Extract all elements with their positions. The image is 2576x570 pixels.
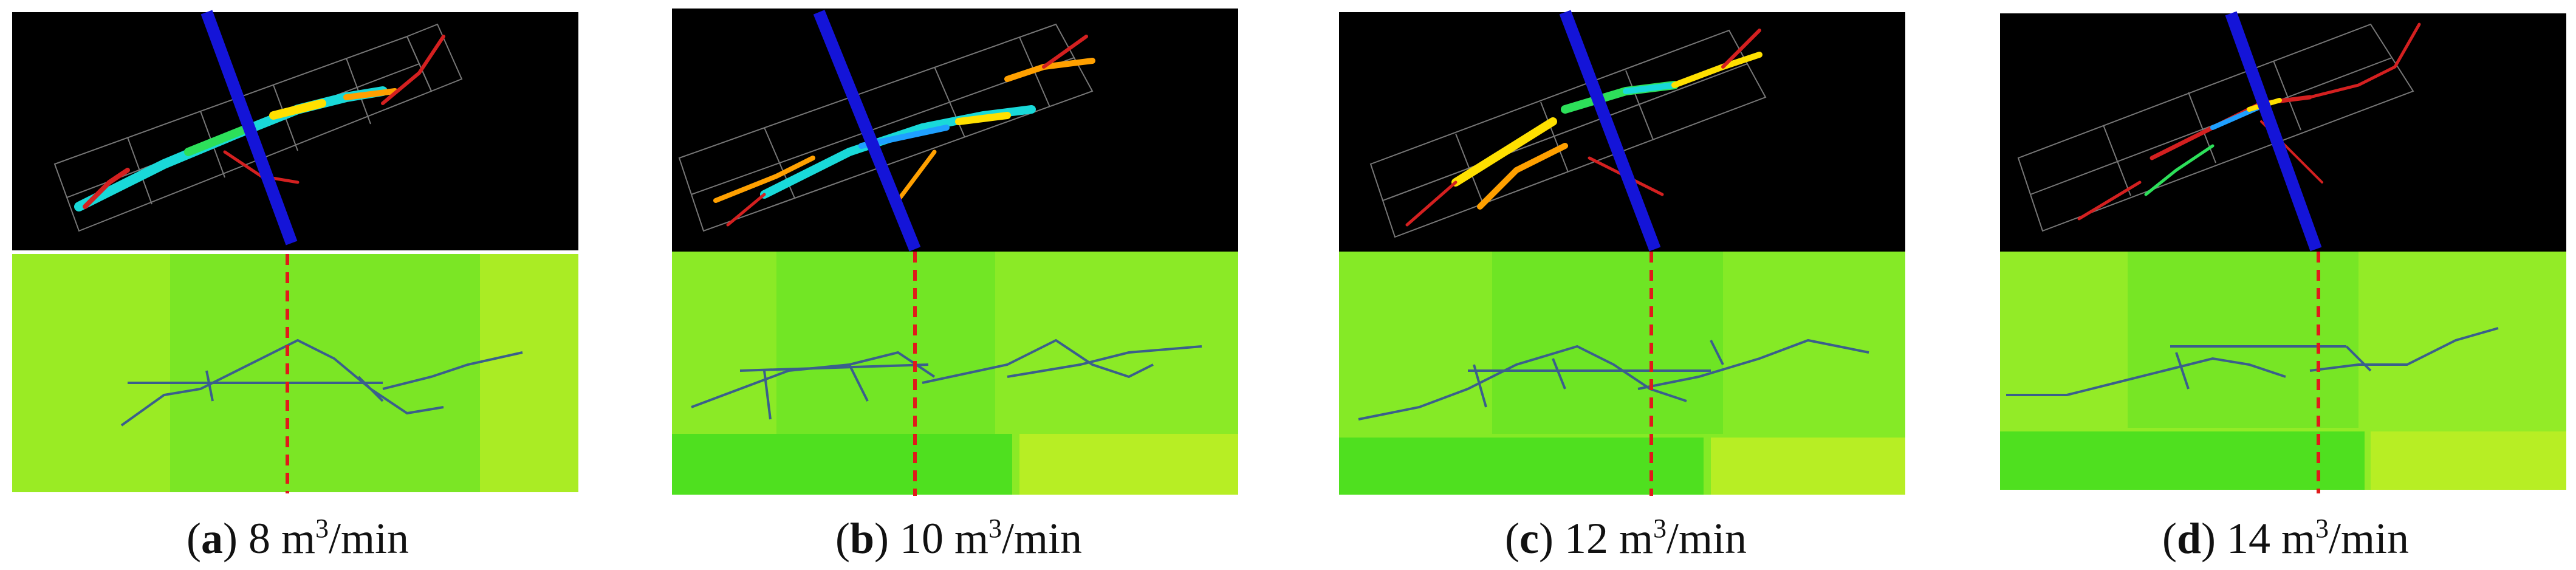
panel-c-fracture-network-3d: [1405, 29, 1762, 227]
panel-c-bounding-grid: [1369, 29, 1767, 238]
panel-d-figure: [2000, 11, 2566, 493]
panel-d: (d) 14 m3/min: [1994, 0, 2576, 570]
panel-a-fracture-traces: [120, 338, 523, 427]
panel-c: (c) 12 m3/min: [1334, 0, 1917, 570]
panel-c-3d-view: [1339, 12, 1905, 252]
panel-a-wellbore: [200, 10, 298, 246]
panel-a-figure: [12, 10, 578, 493]
panel-c-wellbore: [1559, 10, 1661, 252]
panel-b: (b) 10 m3/min: [667, 0, 1250, 570]
panel-b-fracture-network-3d: [713, 35, 1095, 227]
panel-b-fracture-traces: [691, 338, 1202, 420]
panel-a-3d-view: [12, 12, 578, 250]
panel-a-caption: (a) 8 m3/min: [187, 513, 409, 563]
panel-d-fracture-network-3d: [2077, 22, 2421, 221]
panel-a: (a) 8 m3/min: [6, 0, 589, 570]
panel-d-caption: (d) 14 m3/min: [2162, 513, 2410, 563]
panel-b-figure: [672, 9, 1238, 496]
panel-c-caption: (c) 12 m3/min: [1505, 513, 1747, 563]
panel-d-wellbore: [2225, 11, 2322, 252]
panel-b-caption: (b) 10 m3/min: [835, 513, 1083, 563]
panel-b-wellbore: [813, 10, 921, 252]
panel-c-figure: [1339, 10, 1905, 496]
panel-c-fracture-traces: [1358, 338, 1869, 421]
panel-b-3d-view: [672, 9, 1238, 252]
